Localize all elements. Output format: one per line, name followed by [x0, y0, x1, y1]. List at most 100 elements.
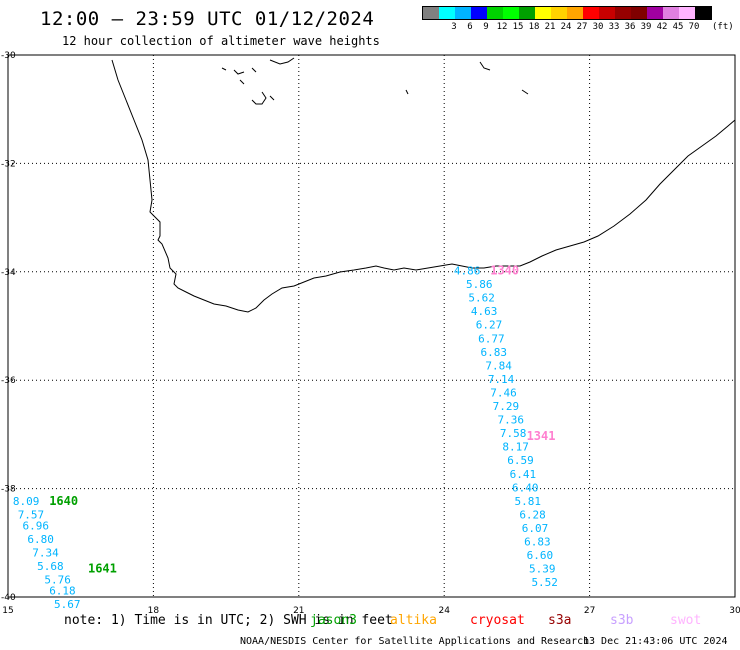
legend-label: 6 [467, 22, 473, 32]
satellite-label: s3b [610, 613, 634, 628]
legend-label: 15 [512, 22, 524, 32]
wave-height-value: 5.86 [466, 278, 493, 291]
wave-height-value: 5.39 [529, 563, 556, 576]
legend-label: 12 [496, 22, 508, 32]
wave-height-value: 6.96 [23, 519, 50, 532]
y-tick-label: -32 [1, 159, 16, 169]
wave-height-value: 6.83 [524, 536, 551, 549]
legend-swatch [439, 7, 455, 19]
wave-height-value: 8.09 [13, 495, 39, 508]
coastline [111, 57, 736, 313]
wave-height-value: 7.57 [18, 508, 45, 521]
x-tick-label: 21 [293, 606, 304, 616]
legend-swatch [647, 7, 663, 19]
wave-height-value: 7.34 [32, 546, 59, 559]
legend-labels: (ft) 3 6 9 12 15 18 21 24 27 30 33 36 39 42 45 70 [422, 20, 733, 32]
legend-label: 21 [544, 22, 556, 32]
satellite-label: jason3 [310, 613, 357, 628]
legend-swatch [631, 7, 647, 19]
wave-height-value: 6.77 [478, 332, 505, 345]
wave-height-value: 6.60 [527, 549, 554, 562]
wave-height-value: 6.27 [476, 319, 503, 332]
pass-time-label: 1341 [527, 429, 556, 443]
wave-height-value: 4.86 [454, 265, 481, 278]
legend-label: 18 [528, 22, 540, 32]
x-tick-label: 27 [584, 606, 595, 616]
generated-timestamp: 13 Dec 21:43:06 UTC 2024 [583, 636, 728, 647]
legend-label: 27 [576, 22, 588, 32]
wave-height-value: 5.52 [531, 576, 558, 589]
y-tick-label: -30 [1, 51, 16, 61]
legend-swatch [471, 7, 487, 19]
footer-note: note: 1) Time is in UTC; 2) SWH is in fe… [64, 613, 393, 628]
legend-swatch [615, 7, 631, 19]
wave-height-value: 5.76 [44, 573, 71, 586]
legend-swatch [551, 7, 567, 19]
x-tick-label: 30 [729, 606, 740, 616]
chart-title: 12:00 – 23:59 UTC 01/12/2024 [40, 8, 375, 30]
legend-swatch [535, 7, 551, 19]
pass-time-label: 1640 [49, 494, 78, 508]
legend-label: 3 [451, 22, 457, 32]
legend-label: 33 [608, 22, 620, 32]
wave-height-value: 8.17 [502, 441, 529, 454]
island-outline [221, 57, 529, 105]
color-legend: (ft) 3 6 9 12 15 18 21 24 27 30 33 36 39 42 45 70 [422, 6, 734, 32]
wave-height-value: 7.29 [493, 400, 519, 413]
legend-swatch [455, 7, 471, 19]
wave-height-value: 5.67 [54, 598, 81, 611]
legend-label: 9 [483, 22, 489, 32]
wave-height-value: 6.41 [510, 468, 537, 481]
y-tick-label: -36 [1, 376, 16, 386]
coastline-path [111, 59, 736, 313]
y-tick-label: -34 [1, 268, 16, 278]
pass-time-label: 1641 [88, 562, 117, 576]
legend-swatch [583, 7, 599, 19]
legend-label: 70 [688, 22, 700, 32]
legend-label: 39 [640, 22, 652, 32]
wave-height-value: 7.14 [488, 373, 515, 386]
satellite-label: s3a [548, 613, 572, 628]
legend-label: 30 [592, 22, 604, 32]
wave-height-value: 5.62 [468, 292, 495, 305]
legend-swatch [695, 7, 711, 19]
legend-swatch [487, 7, 503, 19]
legend-label: 36 [624, 22, 636, 32]
wave-height-value: 5.68 [37, 560, 64, 573]
wave-height-value: 4.63 [471, 305, 498, 318]
x-tick-label: 15 [2, 606, 13, 616]
wave-height-value: 6.59 [507, 454, 534, 467]
legend-swatch [679, 7, 695, 19]
legend-swatch [599, 7, 615, 19]
legend-color-bar [422, 6, 712, 20]
legend-swatch [503, 7, 519, 19]
legend-swatch [423, 7, 439, 19]
satellite-label: swot [670, 613, 702, 628]
pass-time-label: 1340 [490, 264, 519, 278]
wave-height-value: 6.40 [512, 481, 539, 494]
wave-height-value: 7.36 [498, 414, 524, 427]
legend-swatch [519, 7, 535, 19]
track-marks: 4.865.865.624.636.276.77 6.83 7.847.147.46… [13, 264, 558, 611]
legend-label: 24 [560, 22, 572, 32]
legend-unit: (ft) [712, 22, 734, 32]
x-tick-label: 24 [438, 606, 450, 616]
satellite-label: cryosat [470, 613, 525, 628]
y-tick-label: -40 [1, 593, 16, 603]
legend-swatch [567, 7, 583, 19]
legend-swatch [663, 7, 679, 19]
map-axes: 15 18 21 24 27 30 -30 -32 -34 -36 -38 -40 [1, 51, 740, 616]
x-tick-label: 18 [148, 606, 160, 616]
chart-subtitle: 12 hour collection of altimeter wave hei… [62, 34, 380, 48]
wave-height-value: 6.18 [49, 584, 76, 597]
wave-height-value: 6.28 [519, 508, 546, 521]
wave-height-value: 7.58 [500, 427, 526, 440]
map-grid [8, 55, 735, 597]
wave-height-value: 7.84 [485, 359, 512, 372]
wave-height-value: 7.46 [490, 386, 517, 399]
map-frame [7, 54, 736, 598]
legend-label: 42 [656, 22, 668, 32]
wave-height-value: 6.07 [522, 522, 549, 535]
legend-label: 45 [672, 22, 684, 32]
